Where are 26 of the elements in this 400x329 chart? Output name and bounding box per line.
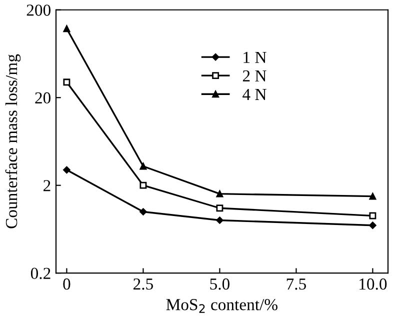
point <box>369 222 376 229</box>
point <box>216 190 224 198</box>
point <box>216 204 224 212</box>
y-axis-title: Counterface mass loss/mg <box>5 54 21 228</box>
x-tick-label: 0 <box>63 278 70 290</box>
x-tick-label: 10.0 <box>360 278 387 290</box>
point <box>369 212 376 220</box>
point <box>63 78 70 86</box>
y-tick-label: 200 <box>26 4 51 16</box>
point <box>369 192 376 200</box>
point <box>216 216 224 224</box>
point <box>140 182 147 189</box>
x-tick-label: 2.5 <box>134 278 153 290</box>
legend-label: 4 N <box>242 88 266 100</box>
x-tick-label: 7.5 <box>286 278 306 290</box>
y-tick-label: 2 <box>44 180 50 192</box>
y-tick-label: 0.2 <box>30 268 50 280</box>
x-axis-title: MoS$_{2}$ content/% <box>166 299 278 313</box>
x-tick-label: 5.0 <box>210 278 230 290</box>
y-tick-label: 20 <box>35 92 51 104</box>
legend-label: 1 N <box>244 52 266 63</box>
point <box>140 162 147 170</box>
legend-label: 2 N <box>242 70 266 82</box>
point <box>63 166 70 174</box>
point <box>140 208 147 216</box>
point <box>63 25 70 32</box>
